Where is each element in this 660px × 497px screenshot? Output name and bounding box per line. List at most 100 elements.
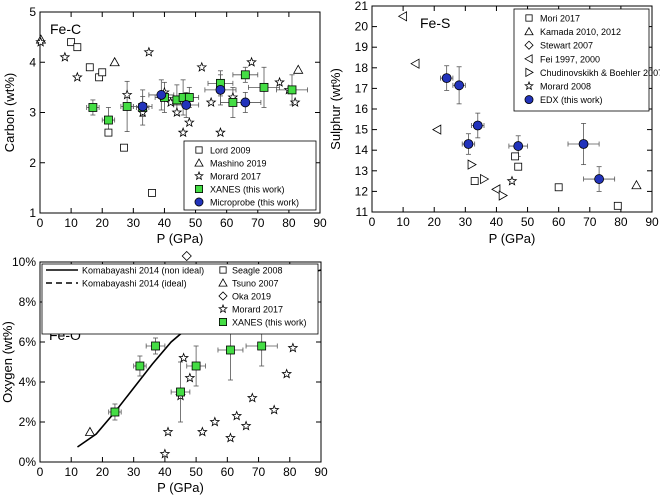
morard-2017-point xyxy=(197,426,208,437)
morard-2017-point xyxy=(246,56,257,67)
lord-2009-point xyxy=(104,128,113,137)
legend: Komabayashi 2014 (non ideal) Komabayashi … xyxy=(41,263,319,335)
legend-marker-swatch xyxy=(524,95,534,105)
x-tick-label: 10 xyxy=(396,215,410,229)
morard-2017-point xyxy=(177,126,189,138)
edx-this-work-point xyxy=(463,139,474,149)
mori-2017-point xyxy=(470,177,479,186)
legend-box xyxy=(41,263,319,335)
legend-marker-swatch xyxy=(195,146,203,154)
x-tick-label: 50 xyxy=(521,215,535,229)
morard-2017-point xyxy=(281,368,293,379)
x-tick-label: 30 xyxy=(127,465,141,479)
x-tick-label: 60 xyxy=(552,215,566,229)
y-tick-label: 12 xyxy=(355,184,369,198)
x-axis-label: P (GPa) xyxy=(157,480,204,495)
morard-2017-point xyxy=(289,96,301,108)
microprobe-this-work-point xyxy=(137,101,148,112)
edx-this-work-point xyxy=(594,174,605,184)
x-tick-label: 90 xyxy=(645,215,659,229)
xanes-this-work-point xyxy=(135,361,145,371)
y-axis-label: Sulphur (wt%) xyxy=(328,68,343,150)
x-tick-label: 50 xyxy=(189,465,203,479)
x-tick-label: 70 xyxy=(583,215,597,229)
xanes-this-work-point xyxy=(88,103,98,112)
x-tick-label: 20 xyxy=(96,216,110,230)
microprobe-this-work-point xyxy=(181,100,192,110)
y-tick-label: 16 xyxy=(355,102,369,116)
morard-2017-point xyxy=(59,51,71,62)
legend-label: Lord 2009 xyxy=(210,146,251,156)
chudinovskikh-boehler-2007-point xyxy=(498,190,508,201)
x-tick-label: 20 xyxy=(96,465,110,479)
legend: Mori 2017 Kamada 2010, 2012 Stewart 2007 Fe… xyxy=(513,8,660,112)
kamada-2010-2012-point xyxy=(631,179,642,190)
y-tick-label: 13 xyxy=(355,164,369,178)
fei-1997-2000-point xyxy=(397,11,408,22)
x-tick-label: 0 xyxy=(37,216,44,230)
mori-2017-point xyxy=(514,162,523,171)
xanes-this-work-point xyxy=(110,407,120,417)
legend-label: Kamada 2010, 2012 xyxy=(540,27,621,37)
y-tick-label: 0% xyxy=(19,455,37,469)
morard-2008-point xyxy=(506,175,518,186)
legend-marker-swatch xyxy=(218,317,227,326)
lord-2009-point xyxy=(73,43,82,52)
y-tick-label: 8% xyxy=(19,295,37,309)
y-axis-label: Oxygen (wt%) xyxy=(0,321,15,403)
y-tick-label: 5 xyxy=(29,5,36,19)
morard-2017-point xyxy=(35,36,46,47)
y-axis-label: Carbon (wt%) xyxy=(2,73,17,152)
morard-2017-point xyxy=(184,372,196,383)
xanes-this-work-point xyxy=(176,387,185,397)
x-tick-label: 70 xyxy=(251,216,265,230)
morard-2017-point xyxy=(246,392,258,403)
mashino-2019-point xyxy=(293,64,304,74)
legend-label: XANES (this work) xyxy=(232,318,307,328)
y-tick-label: 2 xyxy=(29,156,36,170)
x-tick-label: 40 xyxy=(490,215,504,229)
morard-2017-point xyxy=(268,404,280,415)
legend-label: Mashino 2019 xyxy=(210,159,267,169)
legend-label: Komabayashi 2014 (non ideal) xyxy=(82,266,204,276)
xanes-this-work-point xyxy=(228,98,238,107)
panel-fe-o: Fe-O P (GPa) Oxygen (wt%) 0 10 20 30 40 50 60 7… xyxy=(0,250,328,495)
xanes-this-work-point xyxy=(259,82,269,92)
legend-marker-swatch xyxy=(194,170,204,181)
mori-2017-point xyxy=(554,183,563,192)
morard-2017-point xyxy=(143,46,155,57)
mashino-2019-point xyxy=(109,56,120,67)
x-tick-label: 50 xyxy=(189,216,203,230)
legend-label: EDX (this work) xyxy=(540,95,603,105)
morard-2017-point xyxy=(225,432,236,443)
morard-2017-point xyxy=(209,416,221,427)
microprobe-this-work-point xyxy=(240,97,251,108)
morard-2017-point xyxy=(287,342,299,353)
x-tick-label: 20 xyxy=(428,215,442,229)
legend-marker-swatch xyxy=(218,278,228,287)
legend-marker-swatch xyxy=(194,158,204,167)
edx-this-work-point xyxy=(513,141,524,151)
y-tick-label: 1 xyxy=(29,206,36,220)
chudinovskikh-boehler-2007-point xyxy=(480,173,490,185)
chudinovskikh-boehler-2007-point xyxy=(467,159,477,170)
xanes-this-work-point xyxy=(257,341,267,351)
oka-2019-point xyxy=(181,250,192,262)
morard-2017-point xyxy=(205,96,217,108)
y-tick-label: 14 xyxy=(355,143,369,157)
xanes-this-work-point xyxy=(151,341,160,351)
legend-label: Morard 2008 xyxy=(540,82,591,92)
legend-marker-swatch xyxy=(218,303,228,314)
x-tick-label: 10 xyxy=(65,465,79,479)
legend-label: Stewart 2007 xyxy=(540,41,593,51)
microprobe-this-work-point xyxy=(215,84,226,95)
y-tick-label: 17 xyxy=(355,81,369,95)
xanes-this-work-point xyxy=(240,70,250,80)
x-tick-label: 10 xyxy=(64,216,78,230)
edx-this-work-point xyxy=(472,120,483,131)
x-tick-label: 80 xyxy=(283,465,297,479)
edx-this-work-point xyxy=(578,139,589,149)
morard-2017-point xyxy=(183,116,195,128)
legend-marker-swatch xyxy=(524,26,534,36)
